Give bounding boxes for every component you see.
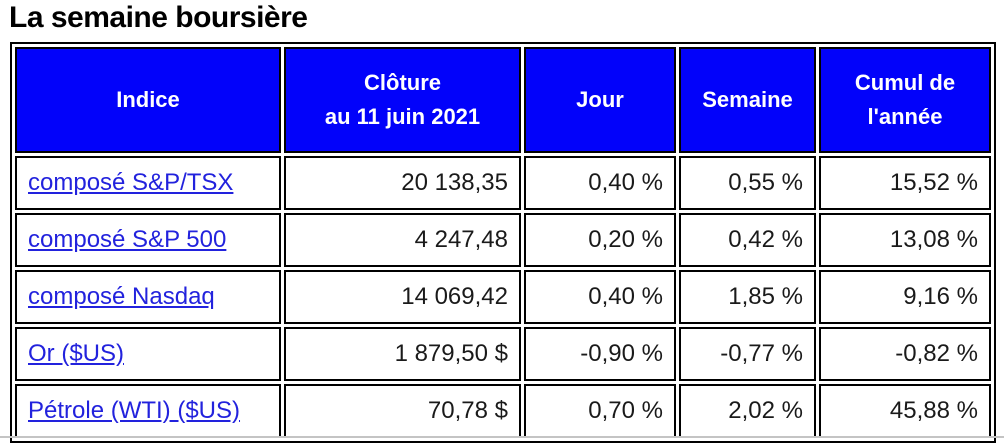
cell-cumul: 13,08 %: [819, 213, 991, 267]
cell-indice: Or ($US): [15, 327, 281, 381]
cell-cloture: 14 069,42: [284, 270, 521, 324]
cell-semaine: 0,55 %: [679, 156, 816, 210]
page-title: La semaine boursière: [9, 1, 308, 34]
cell-indice: composé Nasdaq: [15, 270, 281, 324]
cell-jour: -0,90 %: [524, 327, 676, 381]
cell-jour: 0,70 %: [524, 384, 676, 438]
cell-cumul: -0,82 %: [819, 327, 991, 381]
column-header-cloture: Clôture au 11 juin 2021: [284, 47, 521, 153]
cell-jour: 0,40 %: [524, 156, 676, 210]
header-row: Indice Clôture au 11 juin 2021 Jour Sema…: [15, 47, 991, 153]
cell-indice: composé S&P/TSX: [15, 156, 281, 210]
cell-cumul: 9,16 %: [819, 270, 991, 324]
column-header-cumul: Cumul de l'année: [819, 47, 991, 153]
cell-indice: Pétrole (WTI) ($US): [15, 384, 281, 438]
index-link-nasdaq[interactable]: composé Nasdaq: [28, 283, 215, 310]
cell-cloture: 4 247,48: [284, 213, 521, 267]
column-header-jour: Jour: [524, 47, 676, 153]
table-row: composé S&P/TSX 20 138,35 0,40 % 0,55 % …: [15, 156, 991, 210]
index-link-gold[interactable]: Or ($US): [28, 340, 124, 367]
table-row: composé Nasdaq 14 069,42 0,40 % 1,85 % 9…: [15, 270, 991, 324]
column-header-semaine: Semaine: [679, 47, 816, 153]
cell-semaine: 0,42 %: [679, 213, 816, 267]
cell-cloture: 70,78 $: [284, 384, 521, 438]
cell-cloture: 20 138,35: [284, 156, 521, 210]
cell-semaine: 2,02 %: [679, 384, 816, 438]
table-row: Pétrole (WTI) ($US) 70,78 $ 0,70 % 2,02 …: [15, 384, 991, 438]
cell-cumul: 45,88 %: [819, 384, 991, 438]
index-link-oil[interactable]: Pétrole (WTI) ($US): [28, 397, 241, 424]
market-table: Indice Clôture au 11 juin 2021 Jour Sema…: [10, 42, 996, 443]
cell-jour: 0,20 %: [524, 213, 676, 267]
index-link-sp500[interactable]: composé S&P 500: [28, 226, 227, 253]
cell-jour: 0,40 %: [524, 270, 676, 324]
table-row: composé S&P 500 4 247,48 0,20 % 0,42 % 1…: [15, 213, 991, 267]
column-header-indice: Indice: [15, 47, 281, 153]
bottom-divider: [0, 436, 1004, 438]
cell-indice: composé S&P 500: [15, 213, 281, 267]
table-row: Or ($US) 1 879,50 $ -0,90 % -0,77 % -0,8…: [15, 327, 991, 381]
cell-cumul: 15,52 %: [819, 156, 991, 210]
cell-cloture: 1 879,50 $: [284, 327, 521, 381]
cell-semaine: -0,77 %: [679, 327, 816, 381]
index-link-sptsx[interactable]: composé S&P/TSX: [28, 169, 234, 196]
cell-semaine: 1,85 %: [679, 270, 816, 324]
